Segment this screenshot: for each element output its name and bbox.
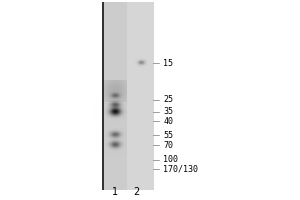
Text: 15: 15 <box>164 58 173 68</box>
Text: 55: 55 <box>164 130 173 140</box>
Text: 70: 70 <box>164 140 173 149</box>
Text: 1: 1 <box>112 187 118 197</box>
Text: 2: 2 <box>134 187 140 197</box>
Text: 25: 25 <box>164 96 173 104</box>
Text: 100: 100 <box>164 156 178 164</box>
Text: 170/130: 170/130 <box>164 164 199 173</box>
Text: 35: 35 <box>164 108 173 116</box>
Text: 40: 40 <box>164 116 173 126</box>
